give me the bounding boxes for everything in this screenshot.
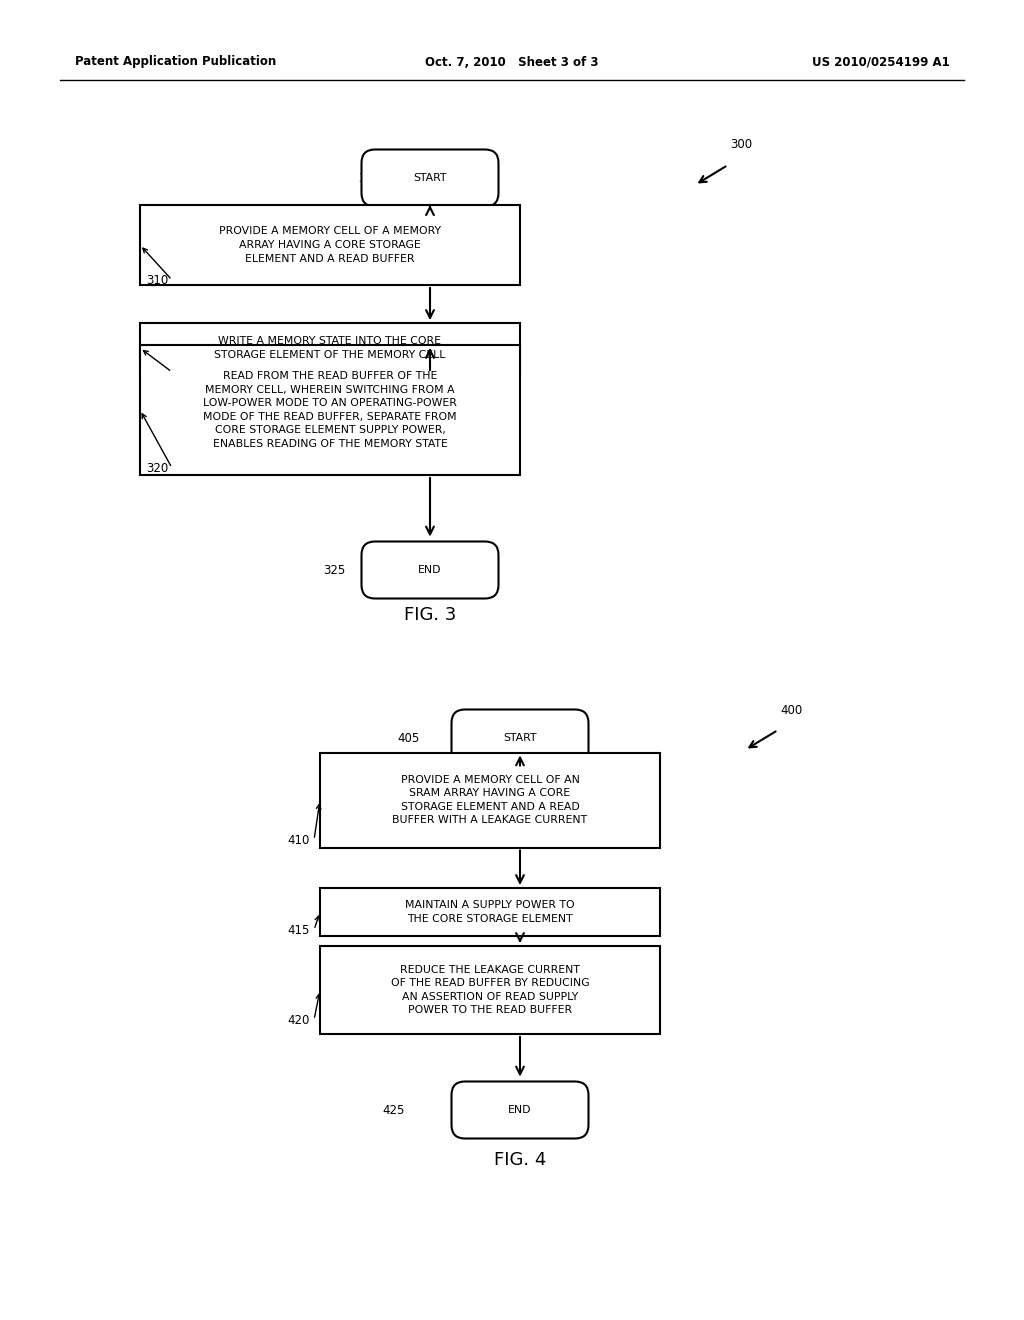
Bar <box>319 888 660 936</box>
Text: 415: 415 <box>288 924 310 936</box>
Text: END: END <box>418 565 441 576</box>
Text: PROVIDE A MEMORY CELL OF A MEMORY
ARRAY HAVING A CORE STORAGE
ELEMENT AND A READ: PROVIDE A MEMORY CELL OF A MEMORY ARRAY … <box>219 227 441 264</box>
Text: MAINTAIN A SUPPLY POWER TO
THE CORE STORAGE ELEMENT: MAINTAIN A SUPPLY POWER TO THE CORE STOR… <box>406 900 574 924</box>
Text: 400: 400 <box>780 704 802 717</box>
Bar <box>140 345 520 475</box>
Text: 405: 405 <box>397 731 420 744</box>
Text: START: START <box>414 173 446 183</box>
Text: START: START <box>503 733 537 743</box>
Bar <box>140 205 520 285</box>
Text: 410: 410 <box>288 833 310 846</box>
Text: REDUCE THE LEAKAGE CURRENT
OF THE READ BUFFER BY REDUCING
AN ASSERTION OF READ S: REDUCE THE LEAKAGE CURRENT OF THE READ B… <box>391 965 590 1015</box>
Text: FIG. 3: FIG. 3 <box>403 606 456 624</box>
FancyBboxPatch shape <box>452 1081 589 1138</box>
Text: WRITE A MEMORY STATE INTO THE CORE
STORAGE ELEMENT OF THE MEMORY CELL: WRITE A MEMORY STATE INTO THE CORE STORA… <box>214 337 445 360</box>
Text: READ FROM THE READ BUFFER OF THE
MEMORY CELL, WHEREIN SWITCHING FROM A
LOW-POWER: READ FROM THE READ BUFFER OF THE MEMORY … <box>203 371 457 449</box>
FancyBboxPatch shape <box>361 149 499 206</box>
Text: 300: 300 <box>730 139 752 152</box>
Text: Patent Application Publication: Patent Application Publication <box>75 55 276 69</box>
Text: 325: 325 <box>323 564 345 577</box>
Text: 320: 320 <box>145 462 168 474</box>
Text: 310: 310 <box>145 273 168 286</box>
Text: 305: 305 <box>357 172 380 185</box>
Text: PROVIDE A MEMORY CELL OF AN
SRAM ARRAY HAVING A CORE
STORAGE ELEMENT AND A READ
: PROVIDE A MEMORY CELL OF AN SRAM ARRAY H… <box>392 775 588 825</box>
Text: 420: 420 <box>288 1014 310 1027</box>
FancyBboxPatch shape <box>361 541 499 598</box>
FancyBboxPatch shape <box>452 710 589 767</box>
Bar <box>319 752 660 847</box>
Text: END: END <box>508 1105 531 1115</box>
Text: 425: 425 <box>383 1104 406 1117</box>
Text: 315: 315 <box>145 366 168 379</box>
Text: US 2010/0254199 A1: US 2010/0254199 A1 <box>812 55 950 69</box>
Text: FIG. 4: FIG. 4 <box>494 1151 546 1170</box>
Text: Oct. 7, 2010   Sheet 3 of 3: Oct. 7, 2010 Sheet 3 of 3 <box>425 55 599 69</box>
Bar <box>319 946 660 1034</box>
Bar <box>140 323 520 374</box>
